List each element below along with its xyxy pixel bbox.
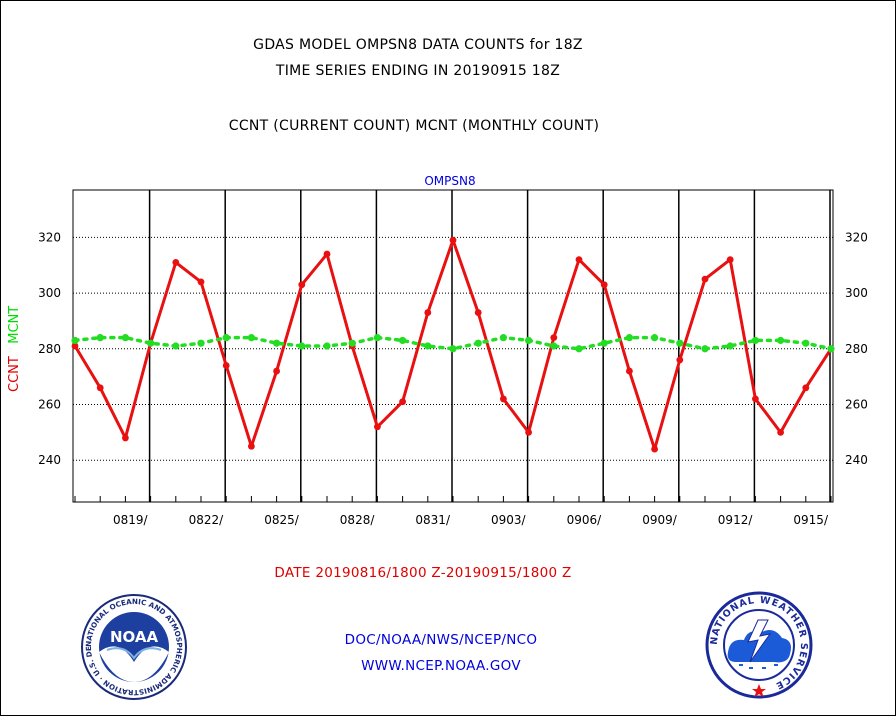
data-point-ccnt [525,428,532,436]
x-tick-label: 0915/ [793,513,829,527]
y-tick-label-right: 240 [845,453,868,467]
data-point-mcnt [197,339,205,347]
data-point-ccnt [222,362,230,369]
x-tick-label: 0903/ [491,513,527,527]
data-point-mcnt [399,336,407,345]
chart-title-line-1: GDAS MODEL OMPSN8 DATA COUNTS for 18Z [253,37,583,53]
x-tick-label: 0828/ [340,513,376,527]
credit-line-2: WWW.NCEP.NOAA.GOV [361,658,521,674]
data-point-mcnt [550,342,558,350]
chart-title-line-2: TIME SERIES ENDING IN 20190915 18Z [275,63,561,79]
data-point-ccnt [424,309,432,316]
y-tick-label-right: 260 [845,398,868,412]
data-point-ccnt [248,442,255,450]
x-tick-label: 0819/ [113,513,149,527]
x-tick-label: 0912/ [718,513,754,527]
y-tick-label-left: 320 [38,230,61,244]
nws-logo: NATIONAL WEATHER SERVICE [705,591,813,699]
data-point-mcnt [575,345,583,353]
data-point-mcnt [525,336,533,345]
data-point-ccnt [676,356,684,364]
data-point-ccnt [701,275,709,283]
noaa-logo-text: NOAA [110,628,159,646]
data-point-mcnt [751,336,760,345]
y-tick-label-right: 320 [845,230,868,244]
data-point-mcnt [625,334,634,342]
data-point-mcnt [96,334,104,342]
x-tick-label: 0825/ [264,513,300,527]
data-point-mcnt [651,334,659,342]
data-point-ccnt [374,423,381,431]
data-point-mcnt [222,334,230,342]
data-point-mcnt [802,339,810,347]
data-point-mcnt [701,345,709,353]
y-tick-label-left: 300 [38,286,61,300]
y-tick-label-right: 300 [845,286,868,300]
y-tick-label-left: 260 [38,398,61,412]
data-point-mcnt [273,339,281,347]
data-point-ccnt [96,384,104,392]
chart-subtitle: CCNT (CURRENT COUNT) MCNT (MONTHLY COUNT… [228,118,600,134]
y-tick-label-left: 240 [38,453,61,467]
date-range-label: DATE 20190816/1800 Z-20190915/1800 Z [274,565,572,581]
data-point-ccnt [777,428,784,436]
data-point-mcnt [600,339,608,347]
data-point-ccnt [399,398,406,406]
data-point-ccnt [122,434,129,442]
data-point-mcnt [499,334,507,342]
data-point-mcnt [424,342,432,350]
y-tick-label-left: 280 [38,342,61,356]
credit-line-1: DOC/NOAA/NWS/NCEP/NCO [344,632,538,648]
data-point-mcnt [827,345,835,353]
data-point-ccnt [575,256,583,264]
data-point-ccnt [626,367,633,375]
data-point-mcnt [121,334,129,342]
data-point-mcnt [449,345,457,353]
x-tick-label: 0906/ [567,513,603,527]
data-point-ccnt [273,367,280,375]
data-point-ccnt [71,342,79,350]
data-point-ccnt [323,250,331,258]
data-point-ccnt [298,281,306,289]
data-point-mcnt [474,339,482,347]
data-point-ccnt [651,445,658,453]
data-point-mcnt [676,339,684,347]
data-point-mcnt [726,342,734,350]
data-point-mcnt [777,336,785,345]
series-line-ccnt [73,238,833,451]
x-tick-label: 0822/ [189,513,225,527]
data-point-ccnt [600,281,608,289]
data-point-ccnt [172,259,180,266]
y-tick-label-right: 280 [845,342,868,356]
data-point-ccnt [500,395,507,403]
data-point-mcnt [147,339,155,347]
chart-plot: OMPSN8 240 240 260 260 280 280 300 300 320 320 081… [38,174,868,527]
data-point-ccnt [474,309,482,316]
data-point-ccnt [726,256,734,264]
noaa-logo: NATIONAL OCEANIC AND ATMOSPHERIC ADMINIS… [79,592,187,700]
data-point-ccnt [197,278,205,286]
x-tick-label: 0909/ [642,513,678,527]
data-point-mcnt [247,334,255,342]
x-tick-label: 0831/ [415,513,451,527]
data-point-mcnt [323,342,331,350]
data-point-mcnt [298,342,306,350]
data-point-mcnt [373,334,381,342]
plot-title: OMPSN8 [424,174,475,188]
data-point-mcnt [348,339,356,347]
data-point-ccnt [550,334,558,342]
data-point-ccnt [752,395,759,403]
data-point-mcnt [172,342,180,350]
data-point-ccnt [802,384,810,392]
data-point-ccnt [449,236,457,244]
data-point-mcnt [71,336,79,345]
